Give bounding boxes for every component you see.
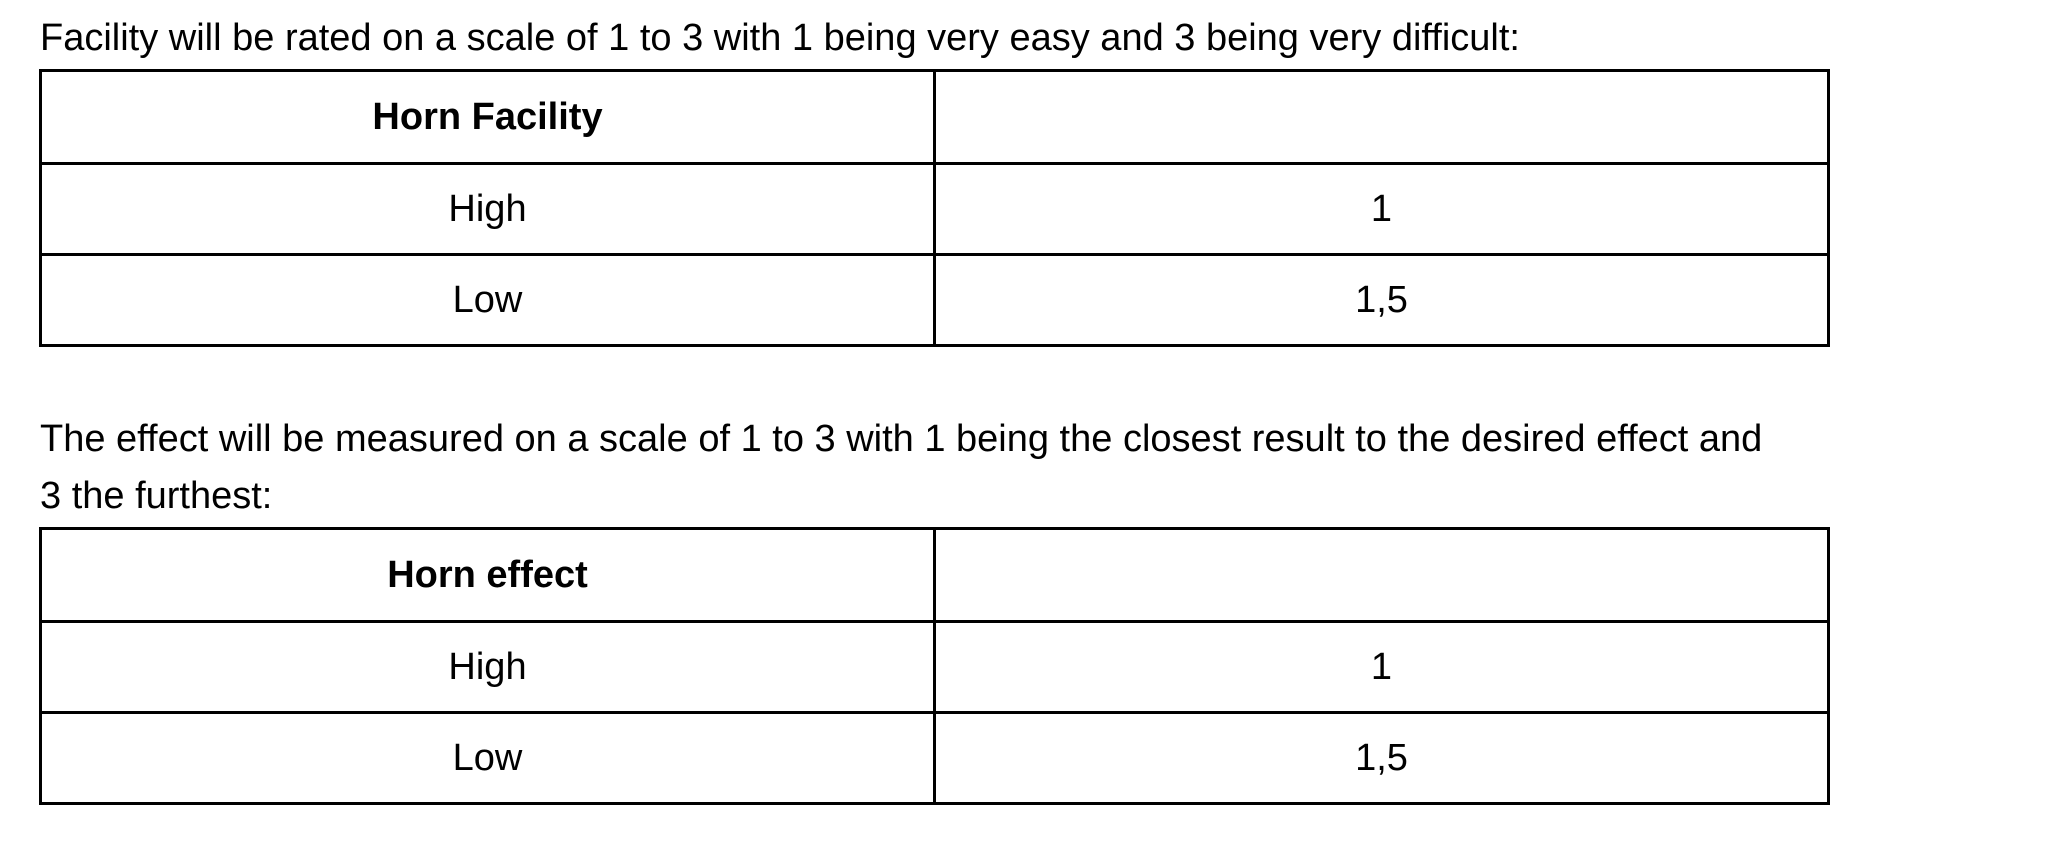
table-header-cell: Horn effect xyxy=(39,527,936,623)
table-row: Low 1,5 xyxy=(39,711,1830,805)
table-cell: High xyxy=(39,620,936,714)
table-cell: Low xyxy=(39,711,936,805)
table-header-cell xyxy=(933,527,1830,623)
table-cell: 1,5 xyxy=(933,253,1830,347)
table-cell: High xyxy=(39,162,936,256)
table-header-row: Horn Facility xyxy=(39,69,1830,165)
table-row: High 1 xyxy=(39,620,1830,714)
horn-facility-table: Horn Facility High 1 Low 1,5 xyxy=(39,69,1830,347)
effect-intro-text-line2: 3 the furthest: xyxy=(40,475,273,517)
table-row: Low 1,5 xyxy=(39,253,1830,347)
table-cell: 1 xyxy=(933,620,1830,714)
table-cell: Low xyxy=(39,253,936,347)
table-header-row: Horn effect xyxy=(39,527,1830,623)
effect-intro-text-line1: The effect will be measured on a scale o… xyxy=(40,418,1763,460)
table-cell: 1 xyxy=(933,162,1830,256)
facility-intro-text: Facility will be rated on a scale of 1 t… xyxy=(40,17,1520,59)
table-header-cell: Horn Facility xyxy=(39,69,936,165)
table-row: High 1 xyxy=(39,162,1830,256)
table-header-cell xyxy=(933,69,1830,165)
horn-effect-table: Horn effect High 1 Low 1,5 xyxy=(39,527,1830,805)
table-cell: 1,5 xyxy=(933,711,1830,805)
